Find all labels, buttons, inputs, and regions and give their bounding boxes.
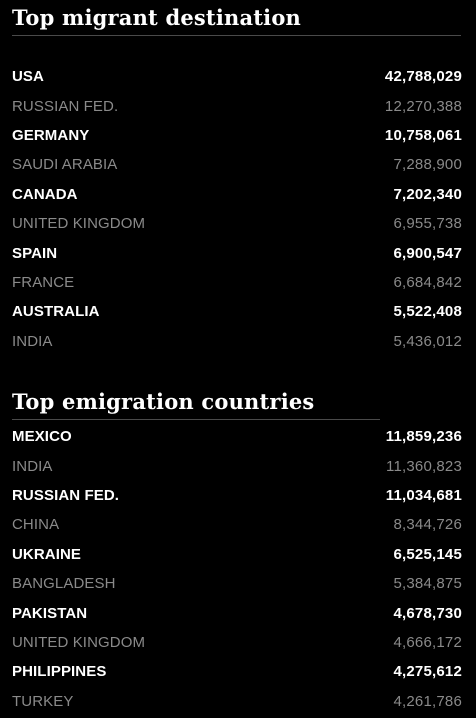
destination-section: Top migrant destination USA 42,788,029 RU… <box>12 4 462 356</box>
country-name: GERMANY <box>12 126 90 144</box>
country-name: CANADA <box>12 185 78 203</box>
destination-title-divider <box>12 35 461 36</box>
migrant-count: 7,288,900 <box>393 156 462 174</box>
emigrant-count: 11,034,681 <box>385 486 462 504</box>
emigrant-count: 5,384,875 <box>393 575 462 593</box>
emigration-row: BANGLADESH 5,384,875 <box>12 569 462 598</box>
migrant-count: 10,758,061 <box>384 126 462 144</box>
country-name: BANGLADESH <box>12 575 116 593</box>
country-name: INDIA <box>12 332 53 350</box>
migrant-count: 42,788,029 <box>384 68 462 86</box>
destination-row: RUSSIAN FED. 12,270,388 <box>12 91 462 120</box>
country-name: INDIA <box>12 457 53 475</box>
country-name: MEXICO <box>12 428 72 446</box>
destination-row: SAUDI ARABIA 7,288,900 <box>12 150 462 179</box>
country-name: PHILIPPINES <box>12 663 107 681</box>
emigration-row: CHINA 8,344,726 <box>12 510 462 539</box>
emigrant-count: 4,666,172 <box>393 633 462 651</box>
emigrant-count: 4,275,612 <box>393 663 462 681</box>
migrant-count: 6,900,547 <box>393 244 462 262</box>
country-name: AUSTRALIA <box>12 303 100 321</box>
emigrant-count: 11,360,823 <box>386 457 462 475</box>
migrant-count: 5,436,012 <box>393 332 462 350</box>
emigration-row: PHILIPPINES 4,275,612 <box>12 657 462 686</box>
emigration-list: MEXICO 11,859,236 INDIA 11,360,823 RUSSIAN… <box>12 422 462 716</box>
country-name: FRANCE <box>12 273 75 291</box>
emigrant-count: 4,261,786 <box>393 692 462 710</box>
destination-row: CANADA 7,202,340 <box>12 180 462 209</box>
country-name: RUSSIAN FED. <box>12 97 119 115</box>
destination-row: GERMANY 10,758,061 <box>12 121 462 150</box>
country-name: UNITED KINGDOM <box>12 215 146 233</box>
country-name: SPAIN <box>12 244 58 262</box>
emigration-title-divider <box>12 419 380 420</box>
migrant-count: 5,522,408 <box>393 303 462 321</box>
destination-row: USA 42,788,029 <box>12 62 462 91</box>
migrant-count: 7,202,340 <box>393 185 462 203</box>
emigrant-count: 4,678,730 <box>393 604 462 622</box>
country-name: RUSSIAN FED. <box>12 486 120 504</box>
emigration-row: TURKEY 4,261,786 <box>12 687 462 716</box>
destination-row: INDIA 5,436,012 <box>12 327 462 356</box>
destination-row: FRANCE 6,684,842 <box>12 268 462 297</box>
destination-row: UNITED KINGDOM 6,955,738 <box>12 209 462 238</box>
country-name: SAUDI ARABIA <box>12 156 118 174</box>
country-name: UNITED KINGDOM <box>12 633 146 651</box>
country-name: CHINA <box>12 516 60 534</box>
emigration-row: PAKISTAN 4,678,730 <box>12 598 462 627</box>
destination-list: USA 42,788,029 RUSSIAN FED. 12,270,388 GER… <box>12 62 462 356</box>
emigration-row: UNITED KINGDOM 4,666,172 <box>12 628 462 657</box>
emigration-row: MEXICO 11,859,236 <box>12 422 462 451</box>
emigration-title: Top emigration countries <box>12 389 315 414</box>
emigrant-count: 11,859,236 <box>385 428 462 446</box>
country-name: PAKISTAN <box>12 604 88 622</box>
emigrant-count: 8,344,726 <box>393 516 462 534</box>
emigration-row: RUSSIAN FED. 11,034,681 <box>12 481 462 510</box>
migrant-count: 12,270,388 <box>384 97 462 115</box>
country-name: USA <box>12 68 44 86</box>
emigration-row: INDIA 11,360,823 <box>12 451 462 480</box>
destination-row: AUSTRALIA 5,522,408 <box>12 297 462 326</box>
destination-title: Top migrant destination <box>12 5 302 30</box>
country-name: UKRAINE <box>12 545 82 563</box>
emigration-section: Top emigration countries MEXICO 11,859,23… <box>12 388 462 716</box>
emigration-row: UKRAINE 6,525,145 <box>12 540 462 569</box>
country-name: TURKEY <box>12 692 74 710</box>
emigrant-count: 6,525,145 <box>393 545 462 563</box>
destination-row: SPAIN 6,900,547 <box>12 238 462 267</box>
migrant-count: 6,684,842 <box>393 273 462 291</box>
migrant-count: 6,955,738 <box>393 215 462 233</box>
